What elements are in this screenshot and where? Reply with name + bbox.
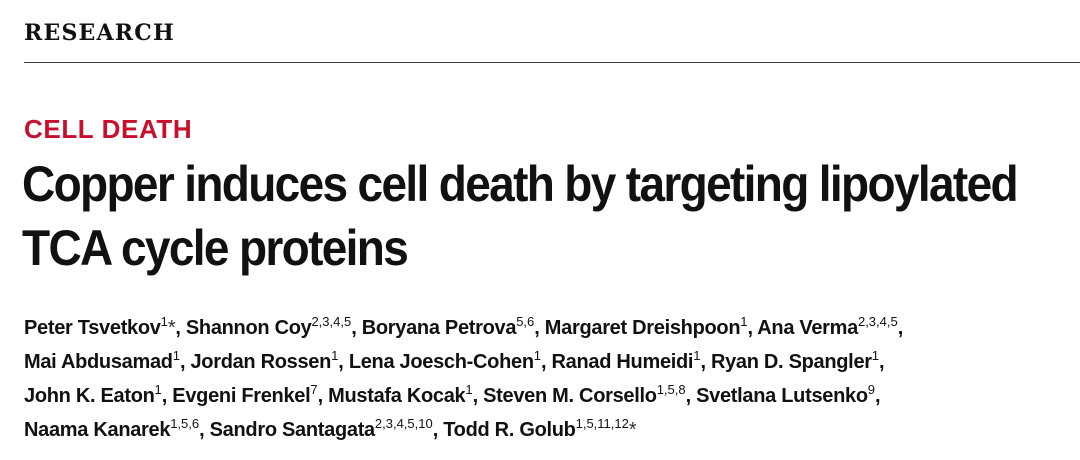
author-entry[interactable]: Shannon Coy2,3,4,5 bbox=[185, 314, 352, 339]
author-entry[interactable]: Steven M. Corsello1,5,8 bbox=[483, 382, 686, 407]
author-name: Shannon Coy bbox=[185, 317, 312, 339]
author-line: Mai Abdusamad1, Jordan Rossen1, Lena Joe… bbox=[24, 348, 885, 373]
corresponding-author-icon: * bbox=[628, 419, 637, 441]
author-affiliation: 1 bbox=[465, 382, 473, 397]
author-entry[interactable]: Ranad Humeidi1 bbox=[551, 348, 701, 373]
author-name: Todd R. Golub bbox=[443, 419, 576, 441]
author-name: Boryana Petrova bbox=[361, 317, 517, 339]
author-name: Margaret Dreishpoon bbox=[544, 317, 741, 339]
header-rule bbox=[24, 62, 1080, 63]
author-name: Lena Joesch-Cohen bbox=[348, 351, 534, 373]
author-name: Evgeni Frenkel bbox=[172, 385, 311, 407]
author-entry[interactable]: Todd R. Golub1,5,11,12* bbox=[443, 416, 637, 441]
author-name: Naama Kanarek bbox=[24, 419, 171, 441]
author-affiliation: 2,3,4,5,10 bbox=[374, 416, 433, 431]
author-entry[interactable]: Jordan Rossen1 bbox=[190, 348, 339, 373]
author-entry[interactable]: Boryana Petrova5,6 bbox=[361, 314, 535, 339]
author-name: Jordan Rossen bbox=[190, 351, 332, 373]
corresponding-author-icon: * bbox=[167, 317, 176, 339]
author-affiliation: 1 bbox=[740, 314, 748, 329]
author-name: Peter Tsvetkov bbox=[24, 317, 161, 339]
article-kicker: CELL DEATH bbox=[24, 114, 193, 144]
author-affiliation: 1,5,8 bbox=[656, 382, 686, 397]
author-affiliation: 7 bbox=[310, 382, 318, 397]
author-name: Svetlana Lutsenko bbox=[696, 385, 868, 407]
author-entry[interactable]: Margaret Dreishpoon1 bbox=[544, 314, 748, 339]
author-entry[interactable]: Evgeni Frenkel7 bbox=[172, 382, 318, 407]
author-entry[interactable]: Naama Kanarek1,5,6 bbox=[24, 416, 200, 441]
author-affiliation: 1 bbox=[160, 314, 168, 329]
author-entry[interactable]: Svetlana Lutsenko9 bbox=[696, 382, 875, 407]
author-line: Naama Kanarek1,5,6, Sandro Santagata2,3,… bbox=[24, 416, 637, 441]
author-affiliation: 1 bbox=[172, 348, 180, 363]
title-line-1: Copper induces cell death by targeting l… bbox=[22, 156, 1019, 212]
author-affiliation: 1 bbox=[533, 348, 541, 363]
author-affiliation: 1 bbox=[154, 382, 162, 397]
author-affiliation: 1,5,6 bbox=[170, 416, 200, 431]
author-entry[interactable]: Ryan D. Spangler1 bbox=[710, 348, 879, 373]
author-line: Peter Tsvetkov1*, Shannon Coy2,3,4,5, Bo… bbox=[24, 314, 903, 339]
author-entry[interactable]: Lena Joesch-Cohen1 bbox=[348, 348, 541, 373]
author-line: John K. Eaton1, Evgeni Frenkel7, Mustafa… bbox=[24, 382, 881, 407]
author-affiliation: 9 bbox=[867, 382, 875, 397]
section-label: RESEARCH bbox=[24, 20, 175, 46]
author-affiliation: 1 bbox=[331, 348, 339, 363]
author-affiliation: 2,3,4,5 bbox=[857, 314, 898, 329]
author-affiliation: 1,5,11,12 bbox=[575, 416, 629, 431]
title-line-2: TCA cycle proteins bbox=[22, 220, 409, 276]
author-name: Mai Abdusamad bbox=[24, 351, 173, 373]
author-entry[interactable]: Ana Verma2,3,4,5 bbox=[757, 314, 898, 339]
author-affiliation: 1 bbox=[871, 348, 879, 363]
author-list: Peter Tsvetkov1*, Shannon Coy2,3,4,5, Bo… bbox=[24, 312, 1064, 448]
author-name: Ranad Humeidi bbox=[551, 351, 694, 373]
author-affiliation: 5,6 bbox=[516, 314, 535, 329]
author-name: John K. Eaton bbox=[24, 385, 155, 407]
author-entry[interactable]: Mustafa Kocak1 bbox=[328, 382, 473, 407]
author-entry[interactable]: Sandro Santagata2,3,4,5,10 bbox=[209, 416, 433, 441]
author-entry[interactable]: John K. Eaton1 bbox=[24, 382, 162, 407]
author-name: Ryan D. Spangler bbox=[710, 351, 872, 373]
author-entry[interactable]: Mai Abdusamad1 bbox=[24, 348, 180, 373]
author-name: Mustafa Kocak bbox=[328, 385, 466, 407]
author-name: Steven M. Corsello bbox=[483, 385, 657, 407]
author-entry[interactable]: Peter Tsvetkov1* bbox=[24, 314, 176, 339]
author-name: Ana Verma bbox=[757, 317, 858, 339]
author-affiliation: 1 bbox=[693, 348, 701, 363]
author-name: Sandro Santagata bbox=[209, 419, 376, 441]
author-affiliation: 2,3,4,5 bbox=[311, 314, 352, 329]
article-title: Copper induces cell death by targeting l… bbox=[22, 152, 1019, 280]
